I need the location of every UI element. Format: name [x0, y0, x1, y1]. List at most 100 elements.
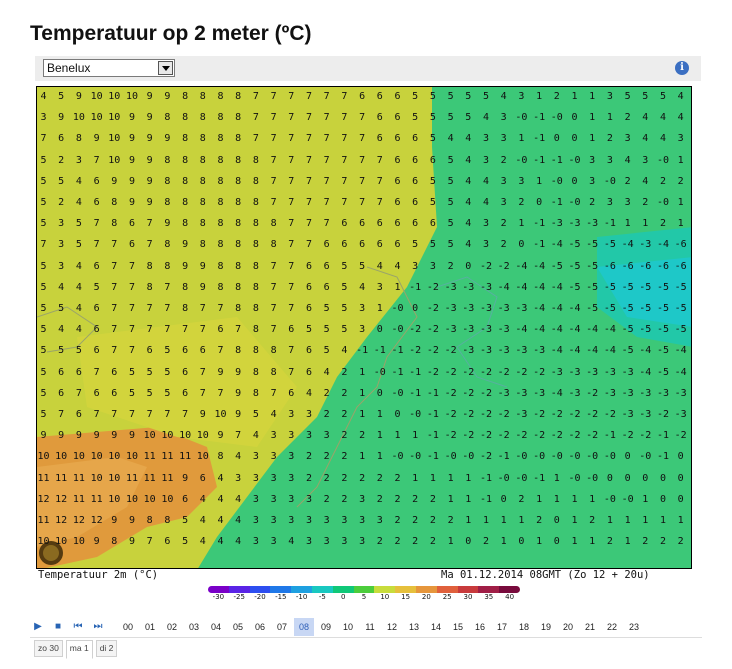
grid-value: -3 — [621, 366, 634, 378]
hour-17[interactable]: 17 — [496, 622, 507, 632]
grid-value: 7 — [164, 409, 171, 420]
hour-15[interactable]: 15 — [452, 622, 463, 632]
chevron-down-icon[interactable] — [158, 61, 173, 75]
hour-19[interactable]: 19 — [540, 622, 551, 632]
grid-value: 0 — [518, 536, 525, 548]
grid-value: 8 — [252, 324, 259, 336]
grid-value: -2 — [444, 387, 457, 399]
grid-value: -2 — [426, 303, 439, 314]
hour-13[interactable]: 13 — [408, 622, 419, 632]
grid-value: 2 — [323, 409, 330, 420]
region-select[interactable]: Benelux — [43, 59, 175, 77]
grid-value: 3 — [270, 536, 277, 548]
play-icon[interactable]: ▶ — [34, 621, 42, 632]
grid-value: 6 — [111, 366, 118, 378]
grid-value: 12 — [90, 515, 103, 526]
day-tab[interactable]: di 2 — [95, 640, 118, 657]
grid-value: 8 — [235, 218, 242, 230]
grid-value: -1 — [533, 112, 546, 124]
grid-value: 10 — [125, 451, 139, 463]
grid-value: 8 — [252, 366, 259, 378]
grid-value: 10 — [143, 493, 156, 505]
grid-value: 6 — [394, 197, 401, 208]
grid-value: 4 — [447, 133, 454, 145]
hour-03[interactable]: 03 — [188, 622, 199, 632]
grid-value: 2 — [553, 91, 560, 102]
grid-value: 1 — [518, 515, 525, 526]
hour-08[interactable]: 08 — [294, 618, 314, 636]
grid-value: 5 — [40, 409, 47, 420]
hour-18[interactable]: 18 — [518, 622, 529, 632]
grid-value: 3 — [606, 91, 613, 102]
grid-value: 3 — [323, 430, 330, 442]
grid-value: 4 — [500, 91, 507, 102]
skip-back-icon[interactable]: ⏮ — [73, 621, 83, 632]
stop-icon[interactable]: ■ — [54, 621, 62, 632]
hour-10[interactable]: 10 — [342, 622, 353, 632]
grid-value: 0 — [642, 472, 649, 484]
hour-11[interactable]: 11 — [365, 622, 375, 632]
grid-value: 0 — [518, 239, 525, 251]
grid-value: 2 — [359, 430, 366, 442]
grid-value: -3 — [515, 409, 528, 420]
hour-23[interactable]: 23 — [628, 622, 639, 632]
grid-value: 8 — [235, 175, 242, 187]
hour-16[interactable]: 16 — [474, 622, 485, 632]
grid-value: 5 — [128, 387, 136, 399]
grid-value: 6 — [93, 260, 100, 272]
grid-value: 7 — [359, 112, 366, 124]
hour-07[interactable]: 07 — [276, 622, 287, 632]
grid-value: 9 — [199, 260, 206, 272]
grid-value: 7 — [359, 154, 366, 166]
grid-value: 6 — [394, 112, 401, 124]
grid-value: 8 — [235, 345, 242, 357]
grid-value: 4 — [465, 154, 472, 166]
grid-value: -2 — [550, 430, 563, 442]
grid-value: 4 — [58, 281, 65, 293]
hour-01[interactable]: 01 — [144, 622, 155, 632]
skip-forward-icon[interactable]: ⏭ — [93, 621, 103, 632]
grid-value: -2 — [479, 387, 493, 399]
grid-value: 9 — [58, 430, 65, 442]
grid-value: 4 — [465, 218, 472, 230]
grid-value: -6 — [639, 260, 652, 272]
grid-value: 8 — [182, 197, 189, 208]
hour-00[interactable]: 00 — [122, 622, 133, 632]
hour-04[interactable]: 04 — [210, 622, 221, 632]
info-icon[interactable]: i — [675, 61, 689, 75]
grid-value: 9 — [75, 430, 82, 442]
hour-21[interactable]: 21 — [584, 622, 595, 632]
grid-value: 9 — [199, 281, 206, 293]
grid-value: 2 — [624, 112, 631, 124]
grid-value: 2 — [341, 366, 348, 378]
grid-value: 2 — [412, 515, 419, 526]
grid-value: 3 — [270, 493, 277, 505]
grid-value: 0 — [553, 515, 560, 526]
grid-value: 5 — [465, 91, 472, 102]
grid-value: 7 — [146, 536, 153, 548]
grid-value: 4 — [677, 112, 684, 124]
hour-05[interactable]: 05 — [232, 622, 243, 632]
hour-06[interactable]: 06 — [254, 622, 265, 632]
hour-09[interactable]: 09 — [320, 622, 331, 632]
grid-value: 4 — [642, 175, 649, 187]
hour-12[interactable]: 12 — [386, 622, 397, 632]
day-tab[interactable]: ma 1 — [65, 640, 93, 659]
hour-20[interactable]: 20 — [562, 622, 573, 632]
grid-value: 3 — [58, 260, 65, 272]
hour-14[interactable]: 14 — [430, 622, 441, 632]
grid-value: 3 — [305, 430, 313, 442]
grid-value: 7 — [235, 430, 242, 442]
grid-value: 6 — [359, 218, 366, 230]
grid-value: 1 — [589, 112, 596, 124]
color-scale-swatch — [353, 586, 375, 593]
grid-value: -2 — [444, 430, 457, 442]
day-tab[interactable]: zo 30 — [34, 640, 63, 657]
grid-value: 1 — [677, 197, 684, 208]
grid-value: 9 — [146, 91, 153, 102]
grid-value: -4 — [550, 281, 563, 293]
grid-value: 3 — [252, 451, 259, 463]
grid-value: 8 — [199, 91, 206, 102]
hour-22[interactable]: 22 — [606, 622, 617, 632]
hour-02[interactable]: 02 — [166, 622, 177, 632]
